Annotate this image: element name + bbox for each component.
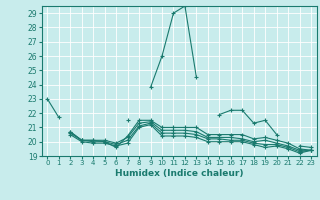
X-axis label: Humidex (Indice chaleur): Humidex (Indice chaleur) <box>115 169 244 178</box>
